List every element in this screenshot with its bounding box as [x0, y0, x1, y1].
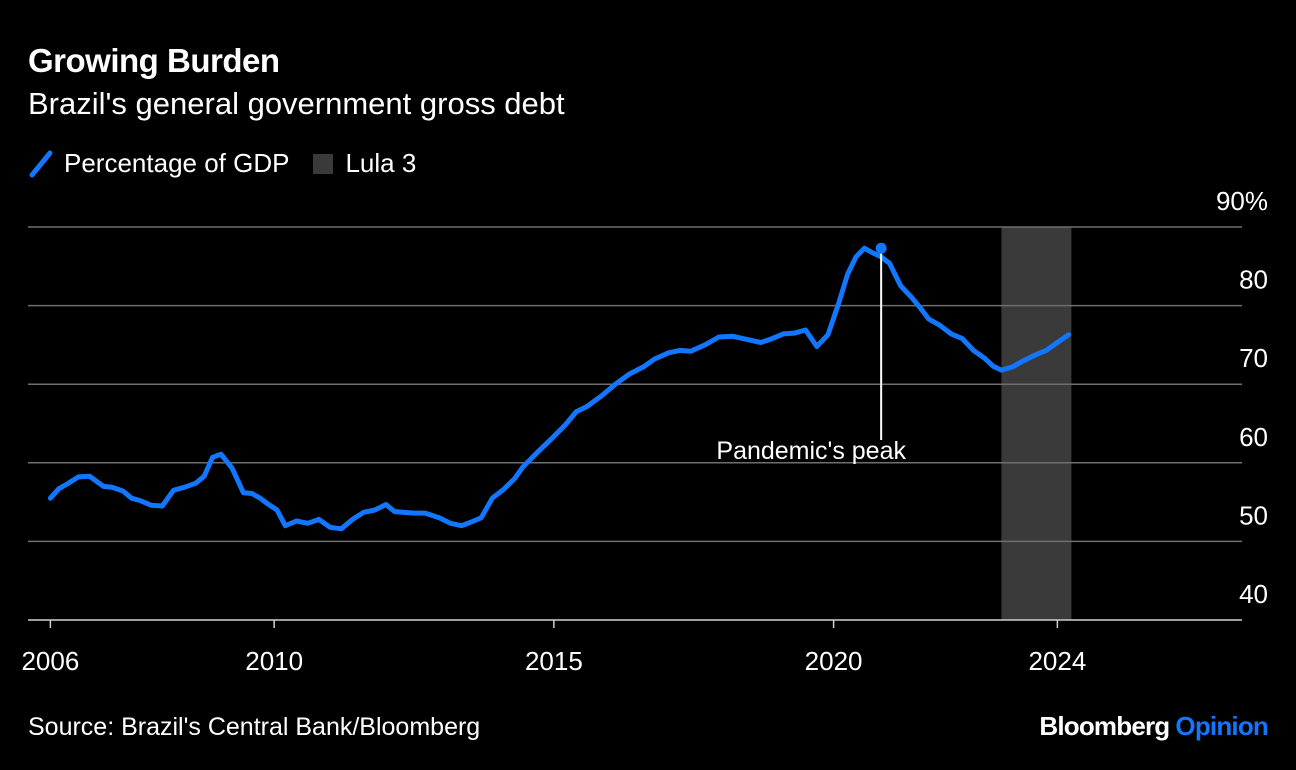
annotation-label: Pandemic's peak — [716, 437, 906, 465]
x-tick-label-2015: 2015 — [525, 646, 583, 676]
shaded-region-lula-3 — [1001, 227, 1072, 620]
y-tick-label-80: 80 — [1239, 265, 1268, 295]
brand-logo: Bloomberg Opinion — [1039, 711, 1268, 742]
legend-shade-label: Lula 3 — [345, 148, 417, 178]
shade-swatch-icon — [313, 153, 334, 174]
line-swatch-icon — [29, 150, 53, 177]
x-tick-label-2006: 2006 — [21, 646, 79, 676]
annotation-peak-point — [875, 242, 887, 254]
y-tick-label-70: 70 — [1239, 343, 1268, 373]
y-tick-label-50: 50 — [1239, 500, 1268, 530]
chart-title: Growing Burden — [28, 42, 280, 79]
series-line-percentage-of-gdp — [47, 245, 1072, 532]
x-tick-label-2020: 2020 — [805, 646, 863, 676]
y-tick-label-60: 60 — [1239, 422, 1268, 452]
legend-series-label: Percentage of GDP — [64, 148, 290, 178]
source-note: Source: Brazil's Central Bank/Bloomberg — [28, 713, 481, 741]
brand-main: Bloomberg — [1039, 711, 1170, 741]
y-tick-label-40: 40 — [1239, 579, 1268, 609]
chart-subtitle: Brazil's general government gross debt — [28, 86, 565, 121]
line-swatch-stroke — [29, 150, 53, 177]
legend-item-shade: Lula 3 — [313, 148, 416, 179]
y-tick-label-90: 90% — [1216, 186, 1268, 216]
legend: Percentage of GDP Lula 3 — [28, 148, 440, 179]
x-tick-label-2010: 2010 — [245, 646, 303, 676]
legend-item-series: Percentage of GDP — [28, 148, 289, 179]
x-tick-label-2024: 2024 — [1028, 646, 1086, 676]
brand-accent: Opinion — [1175, 711, 1268, 741]
